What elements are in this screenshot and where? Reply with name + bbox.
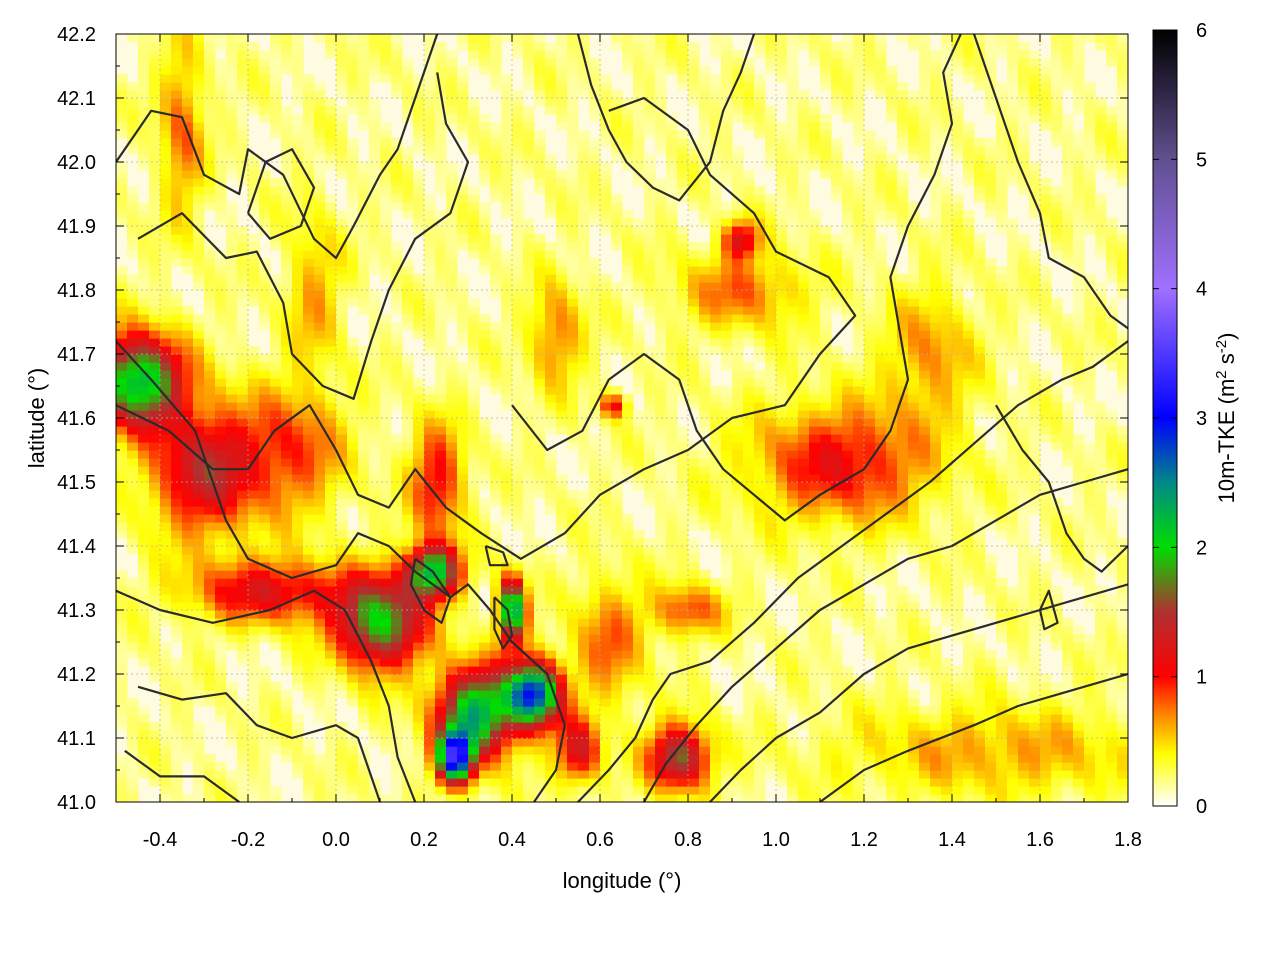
colorbar-tick-label: 5	[1196, 149, 1207, 171]
x-tick-label: -0.4	[143, 829, 177, 851]
y-tick-label: 41.0	[57, 792, 96, 814]
y-tick-label: 41.1	[57, 728, 96, 750]
y-tick-label: 41.5	[57, 472, 96, 494]
terrain-contour-line	[577, 340, 1128, 802]
terrain-contours	[116, 34, 1128, 802]
terrain-contour-line	[137, 72, 470, 400]
y-tick-label: 41.4	[57, 536, 96, 558]
colorbar-tick-label: 4	[1196, 279, 1207, 301]
terrain-contour-line	[116, 96, 857, 560]
terrain-contour-line	[409, 557, 452, 624]
x-tick-label: 1.6	[1026, 829, 1054, 851]
colorbar-tick-label: 6	[1196, 20, 1207, 42]
y-tick-label: 42.1	[57, 88, 96, 110]
y-tick-label: 41.3	[57, 600, 96, 622]
terrain-contour-line	[972, 34, 1128, 330]
y-tick-label: 42.2	[57, 24, 96, 46]
x-tick-label: 1.2	[850, 829, 878, 851]
x-tick-label: 1.8	[1114, 829, 1142, 851]
terrain-contour-line	[493, 596, 514, 650]
y-axis-title: latitude (°)	[24, 368, 49, 469]
terrain-contour-line	[116, 340, 566, 802]
x-axis-title: longitude (°)	[563, 868, 682, 893]
colorbar-title: 10m-TKE (m2 s-2)	[1213, 333, 1239, 504]
x-tick-label: 1.4	[938, 829, 966, 851]
colorbar-tick-label: 2	[1196, 537, 1207, 559]
x-tick-label: -0.2	[231, 829, 265, 851]
x-tick-label: 0.8	[674, 829, 702, 851]
y-tick-label: 42.0	[57, 152, 96, 174]
terrain-contour-line	[116, 34, 439, 260]
terrain-contour-line	[643, 468, 1128, 802]
colorbar-tick-label: 1	[1196, 667, 1207, 689]
terrain-contour-line	[124, 749, 240, 802]
x-tick-label: 0.4	[498, 829, 526, 851]
plot-area	[115, 33, 1129, 803]
terrain-contour-line	[819, 672, 1128, 802]
terrain-contour-line	[511, 34, 962, 522]
x-axis: -0.4 -0.2 0.0 0.2 0.4 0.6 0.8 1.0 1.2 1.4 1.6 1.8	[115, 34, 1142, 851]
terrain-contour-line	[116, 589, 417, 802]
colorbar: 0 1 2 3 4 5 6 10m-TKE (m2 s-2)	[1152, 20, 1239, 818]
terrain-contour-line	[246, 148, 316, 240]
x-tick-label: 0.6	[586, 829, 614, 851]
y-axis: 41.0 41.1 41.2 41.3 41.4 41.5 41.6 41.7 41.8 41.9…	[57, 24, 1128, 814]
y-tick-label: 41.8	[57, 280, 96, 302]
colorbar-ticks: 0 1 2 3 4 5 6	[1153, 20, 1207, 818]
terrain-contour-line	[137, 685, 382, 802]
y-tick-label: 41.2	[57, 664, 96, 686]
colorbar-tick-label: 3	[1196, 408, 1207, 430]
x-tick-label: 0.0	[322, 829, 350, 851]
terrain-contour-line	[1038, 589, 1059, 631]
y-tick-label: 41.9	[57, 216, 96, 238]
terrain-contour-line	[995, 404, 1128, 573]
terrain-contour-line	[576, 34, 756, 202]
colorbar-tick-label: 0	[1196, 796, 1207, 818]
y-tick-label: 41.7	[57, 344, 96, 366]
y-tick-label: 41.6	[57, 408, 96, 430]
terrain-contour-line	[709, 583, 1128, 802]
x-tick-label: 1.0	[762, 829, 790, 851]
x-tick-label: 0.2	[410, 829, 438, 851]
terrain-contour-line	[484, 544, 509, 567]
